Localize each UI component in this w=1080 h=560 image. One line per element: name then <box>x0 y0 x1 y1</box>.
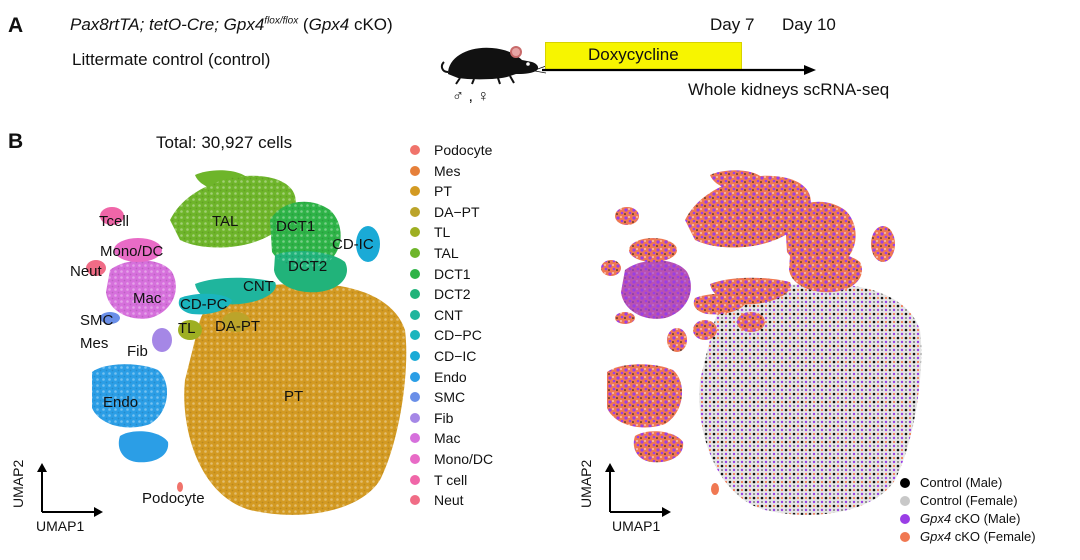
genotype-legend: Control (Male) Control (Female) Gpx4 cKO… <box>898 474 1036 546</box>
cell-type-legend: Podocyte Mes PT DA−PT TL TAL DCT1 DCT2 C… <box>410 140 493 511</box>
legend-item: Neut <box>410 490 493 511</box>
legend-item: Gpx4 cKO (Male) <box>898 510 1036 528</box>
cluster-label: Mes <box>80 335 109 352</box>
legend-item: DA−PT <box>410 202 493 223</box>
doxycycline-label: Doxycycline <box>588 45 679 64</box>
cluster-label: Mac <box>133 290 162 307</box>
legend-item: Endo <box>410 367 493 388</box>
cluster-label: Neut <box>70 263 102 280</box>
cluster-label: TAL <box>212 213 239 230</box>
cluster-label: Mono/DC <box>100 243 164 260</box>
legend-item: DCT2 <box>410 284 493 305</box>
cluster-label: TL <box>178 320 196 337</box>
legend-item: TAL <box>410 243 493 264</box>
umap1-label-left: UMAP1 <box>36 518 85 534</box>
umap-axes-right <box>605 463 671 517</box>
cluster-label: CNT <box>243 278 274 295</box>
legend-item: SMC <box>410 387 493 408</box>
legend-item: Mes <box>410 161 493 182</box>
timeline-arrow <box>542 65 816 75</box>
mouse-icon <box>440 46 547 85</box>
scrna-seq-label: Whole kidneys scRNA-seq <box>688 80 890 99</box>
legend-item: PT <box>410 181 493 202</box>
day10-label: Day 10 <box>782 15 836 34</box>
umap1-label-right: UMAP1 <box>612 518 661 534</box>
panel-letter-b: B <box>8 130 24 153</box>
cluster-label: Fib <box>127 343 148 360</box>
cluster-label: CD-IC <box>332 236 374 253</box>
cluster-label: DA-PT <box>215 318 260 335</box>
legend-item: Control (Female) <box>898 492 1036 510</box>
cluster-label: Podocyte <box>142 490 205 507</box>
legend-item: CD−PC <box>410 325 493 346</box>
cluster-label: Tcell <box>99 213 130 230</box>
legend-item: Podocyte <box>410 140 493 161</box>
legend-item: DCT1 <box>410 264 493 285</box>
cluster-label: CD-PC <box>180 296 228 313</box>
legend-item: CNT <box>410 305 493 326</box>
day7-label: Day 7 <box>710 15 755 34</box>
cluster-label: DCT2 <box>288 258 328 275</box>
cluster-label: PT <box>284 388 304 405</box>
legend-item: Mono/DC <box>410 449 493 470</box>
legend-item: T cell <box>410 470 493 491</box>
genotype-label: Pax8rtTA; tetO-Cre; Gpx4flox/flox (Gpx4 … <box>70 15 393 34</box>
legend-item: Fib <box>410 408 493 429</box>
cluster-label: Endo <box>103 394 139 411</box>
legend-item: Gpx4 cKO (Female) <box>898 528 1036 546</box>
umap-axes-left <box>37 463 103 517</box>
control-label: Littermate control (control) <box>72 50 271 69</box>
sex-symbols: ♂ , ♀ <box>452 88 490 105</box>
umap2-label-right: UMAP2 <box>578 459 594 508</box>
panel-letter-a: A <box>8 14 24 37</box>
cluster-label: DCT1 <box>276 218 316 235</box>
legend-item: CD−IC <box>410 346 493 367</box>
total-cells-label: Total: 30,927 cells <box>156 133 293 152</box>
legend-item: Mac <box>410 428 493 449</box>
cluster-label: SMC <box>80 312 114 329</box>
legend-item: Control (Male) <box>898 474 1036 492</box>
legend-item: TL <box>410 222 493 243</box>
